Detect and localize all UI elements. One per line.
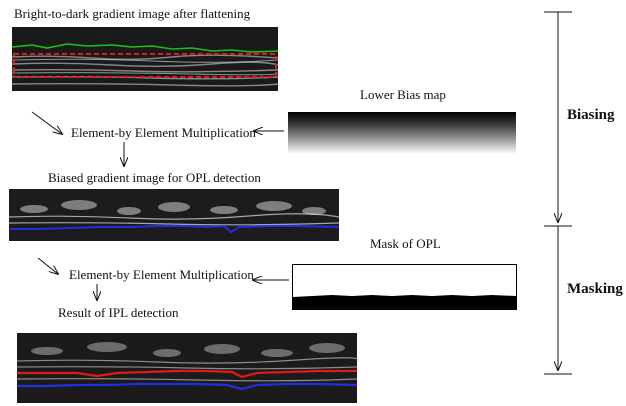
- ipl-blue-boundary: [17, 382, 358, 391]
- ipl-result-image: [16, 333, 359, 403]
- mask-of-opl-label: Mask of OPL: [370, 236, 441, 251]
- multiplication-label-1: Element-by Element Multiplication: [71, 125, 256, 140]
- arrow-biased-to-mult2: [37, 257, 58, 274]
- result-ipl-label: Result of IPL detection: [58, 305, 179, 320]
- lower-bias-map-label: Lower Bias map: [360, 87, 446, 102]
- biasing-phase-label: Biasing: [567, 107, 615, 123]
- green-boundary-line: [11, 43, 279, 53]
- arrow-gradient-to-mult1: [31, 111, 62, 134]
- masking-phase-label: Masking: [567, 281, 623, 297]
- flattened-gradient-image: [11, 27, 279, 91]
- lower-bias-map-image: [288, 112, 516, 154]
- gradient-image-title: Bright-to-dark gradient image after flat…: [14, 6, 251, 21]
- multiplication-label-2: Element-by Element Multiplication: [69, 267, 254, 282]
- biased-gradient-title: Biased gradient image for OPL detection: [48, 170, 261, 185]
- roi-dashed-box: [13, 53, 277, 78]
- opl-blue-boundary: [9, 224, 340, 234]
- biased-gradient-image: [8, 189, 340, 241]
- ipl-red-boundary: [17, 369, 357, 379]
- opl-mask-image: [292, 264, 517, 310]
